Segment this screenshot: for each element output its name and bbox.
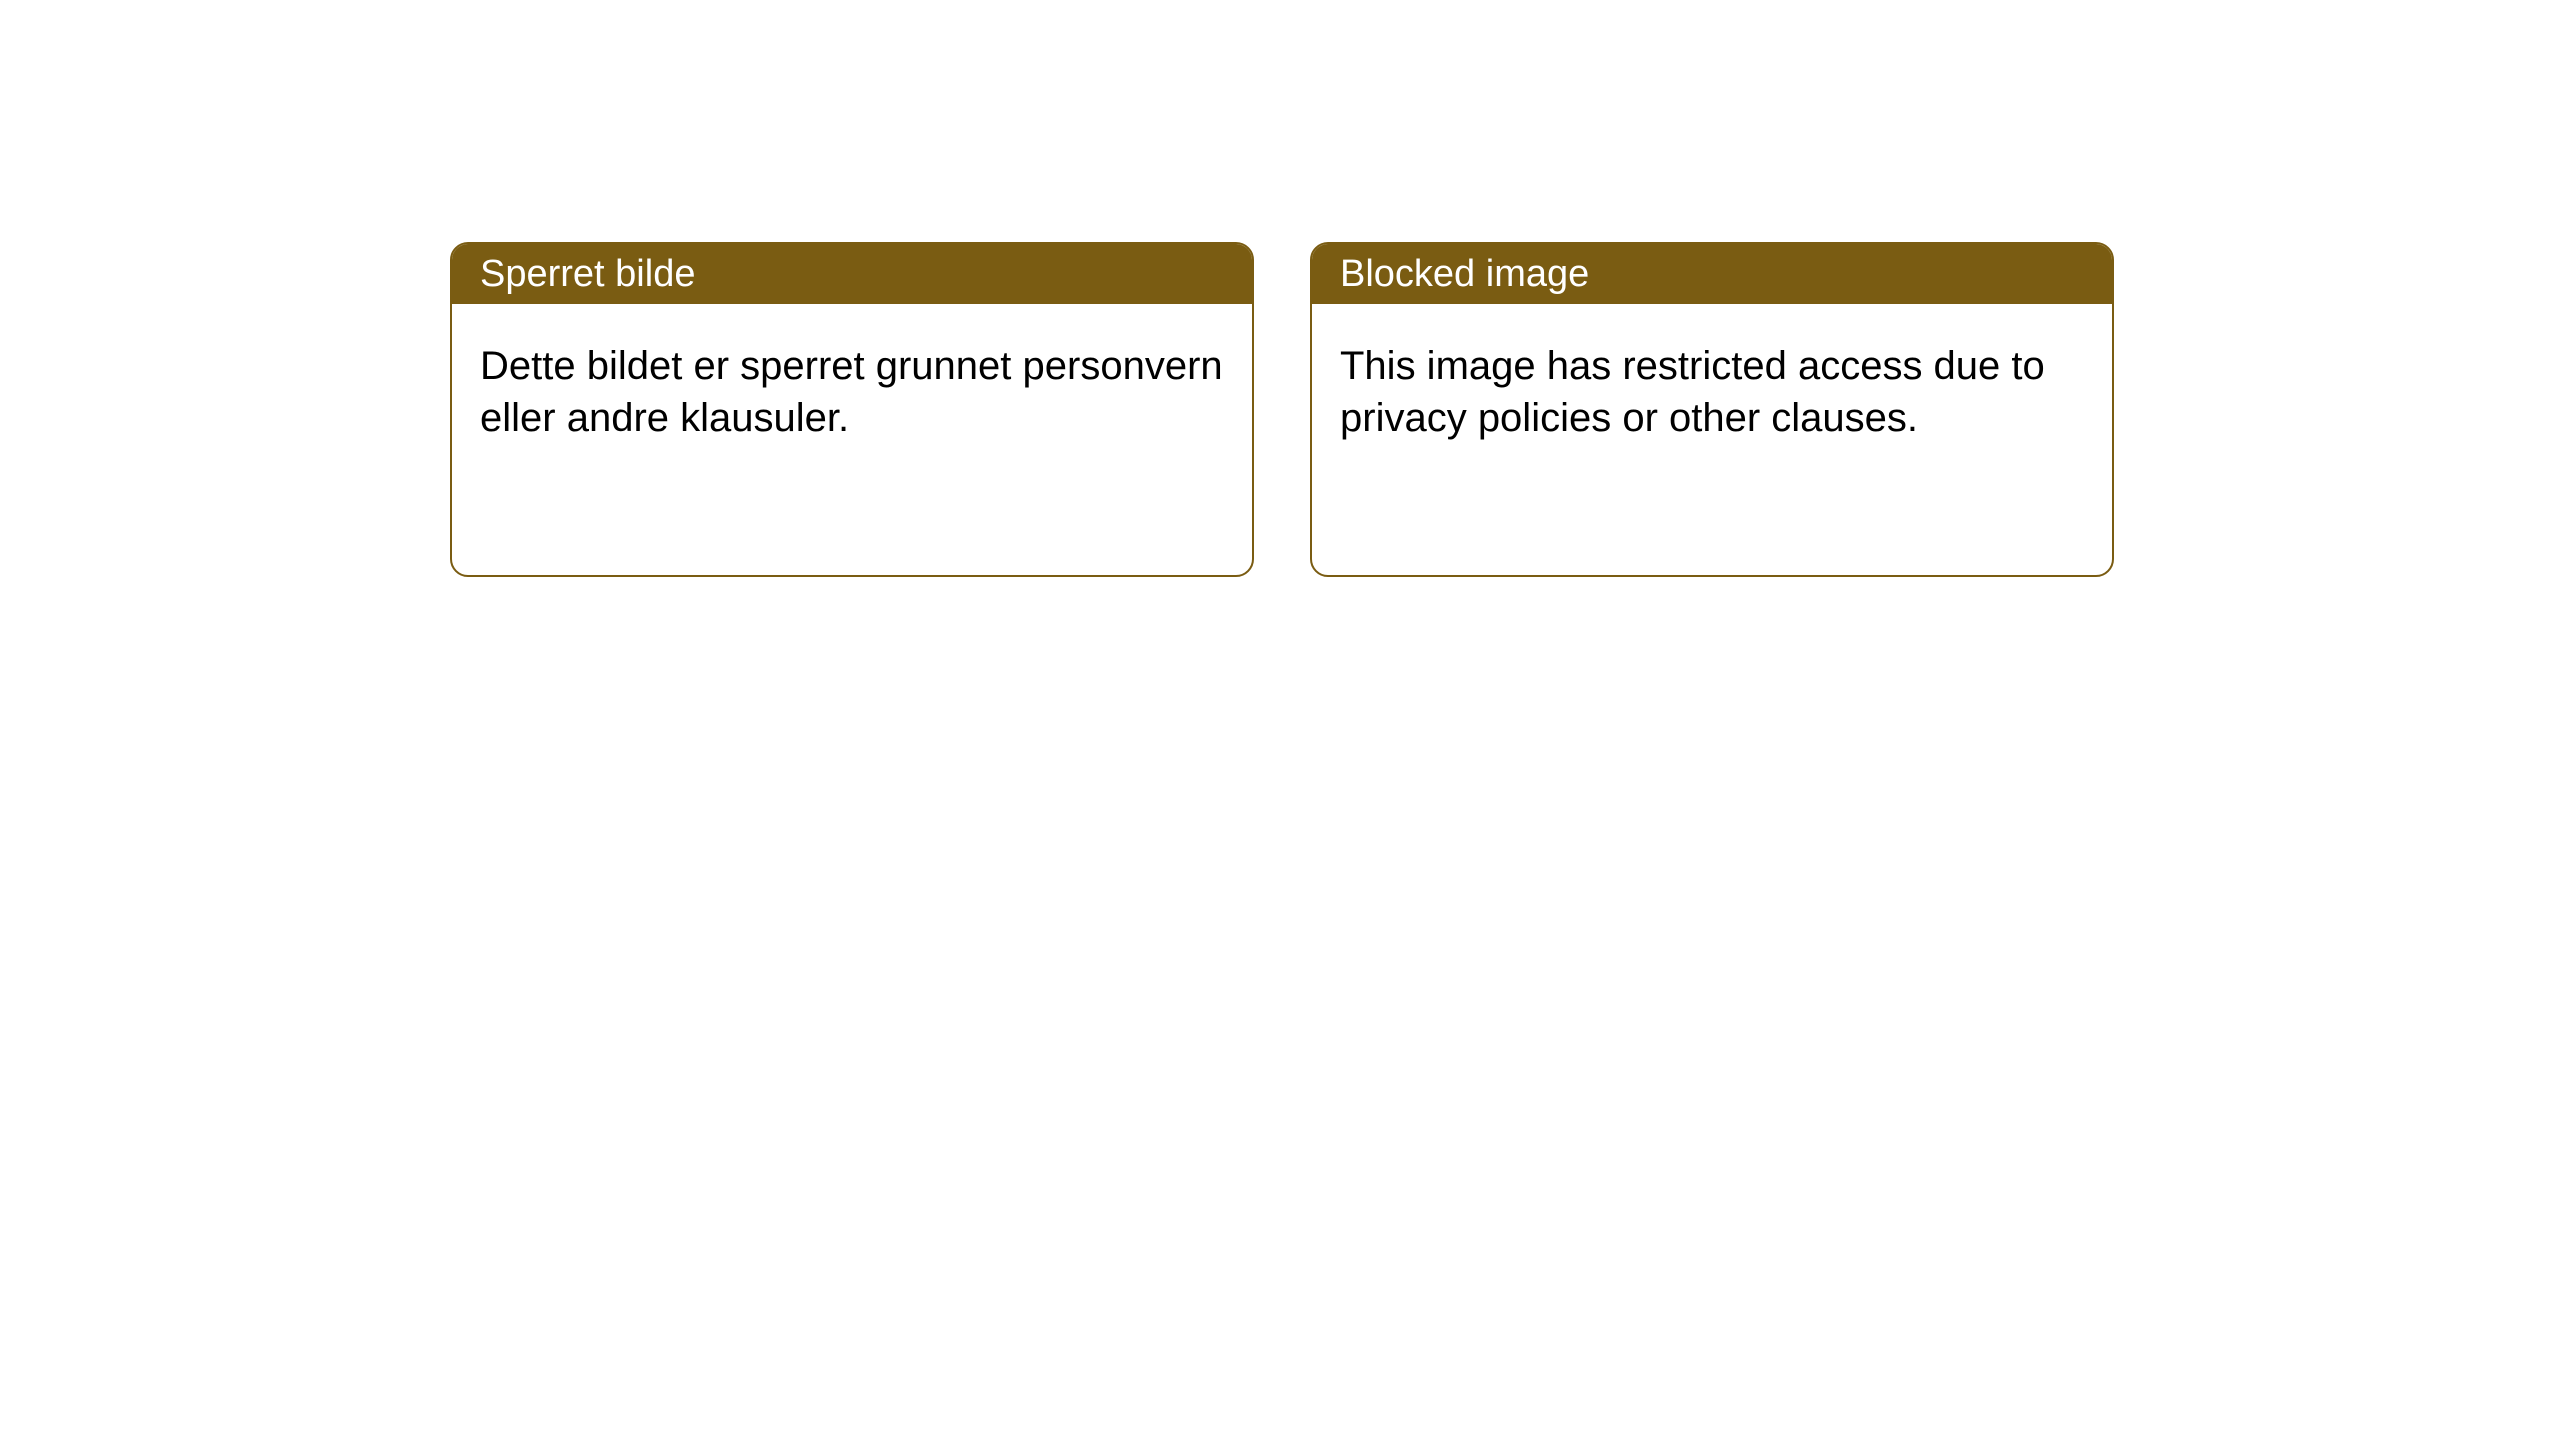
notice-card-norwegian: Sperret bilde Dette bildet er sperret gr… <box>450 242 1254 577</box>
card-header: Blocked image <box>1312 244 2112 304</box>
card-body: Dette bildet er sperret grunnet personve… <box>452 304 1252 480</box>
card-body-text: This image has restricted access due to … <box>1340 344 2045 440</box>
card-body-text: Dette bildet er sperret grunnet personve… <box>480 344 1223 440</box>
card-body: This image has restricted access due to … <box>1312 304 2112 480</box>
card-title: Sperret bilde <box>480 253 695 296</box>
notice-card-english: Blocked image This image has restricted … <box>1310 242 2114 577</box>
card-header: Sperret bilde <box>452 244 1252 304</box>
card-title: Blocked image <box>1340 253 1589 296</box>
notice-container: Sperret bilde Dette bildet er sperret gr… <box>450 242 2114 577</box>
